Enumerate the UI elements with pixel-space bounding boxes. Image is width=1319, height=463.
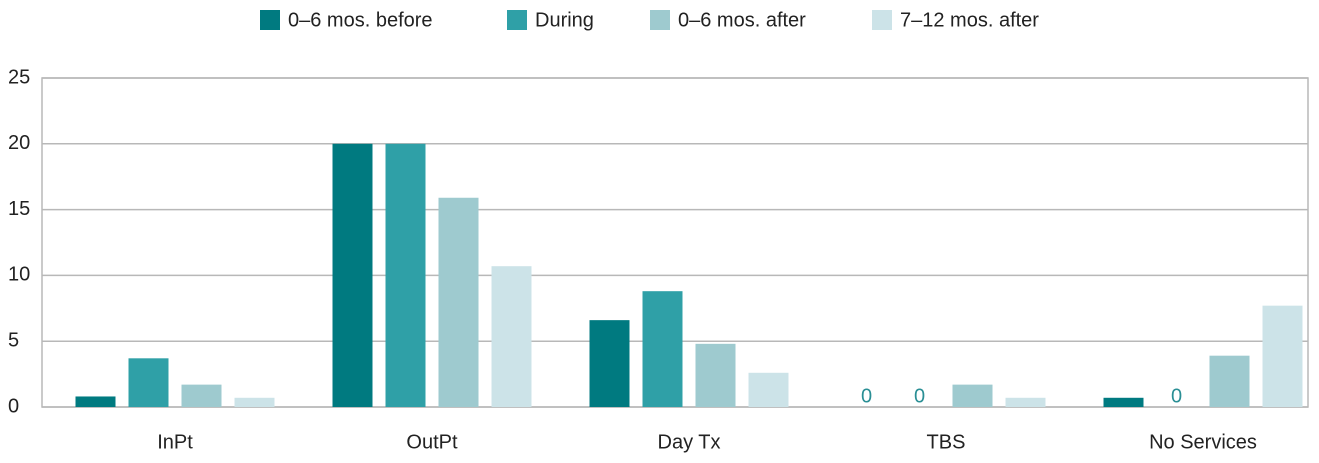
data-label: 0 xyxy=(1171,385,1182,407)
bar xyxy=(491,266,532,407)
y-tick-label: 0 xyxy=(8,395,19,417)
x-tick-label: No Services xyxy=(1149,431,1257,453)
legend-label: 0–6 mos. after xyxy=(678,9,806,31)
x-tick-label: InPt xyxy=(157,431,193,453)
y-tick-label: 10 xyxy=(8,264,30,286)
bar xyxy=(1209,355,1250,407)
bar xyxy=(234,397,275,407)
bar xyxy=(332,143,373,408)
bar xyxy=(128,358,169,407)
y-tick-label: 15 xyxy=(8,198,30,220)
data-label: 0 xyxy=(914,385,925,407)
y-tick-label: 20 xyxy=(8,132,30,154)
bar xyxy=(385,143,426,408)
bar xyxy=(438,197,479,407)
legend-swatch xyxy=(507,10,527,30)
bar xyxy=(695,343,736,407)
legend-swatch xyxy=(260,10,280,30)
legend-swatch xyxy=(872,10,892,30)
bar xyxy=(75,396,116,407)
data-label: 0 xyxy=(861,385,872,407)
bar xyxy=(589,320,630,407)
legend-swatch xyxy=(650,10,670,30)
y-tick-label: 25 xyxy=(8,66,30,88)
x-tick-label: OutPt xyxy=(406,431,458,453)
bar xyxy=(642,291,683,407)
bar xyxy=(1005,397,1046,407)
bar xyxy=(952,384,993,407)
y-tick-label: 5 xyxy=(8,329,19,351)
bar xyxy=(748,372,789,407)
bar xyxy=(1103,397,1144,407)
bar xyxy=(181,384,222,407)
x-tick-label: TBS xyxy=(927,431,966,453)
x-tick-label: Day Tx xyxy=(658,431,721,453)
legend-label: 7–12 mos. after xyxy=(900,9,1039,31)
legend-label: During xyxy=(535,9,594,31)
bar xyxy=(1262,305,1303,407)
legend-label: 0–6 mos. before xyxy=(288,9,433,31)
